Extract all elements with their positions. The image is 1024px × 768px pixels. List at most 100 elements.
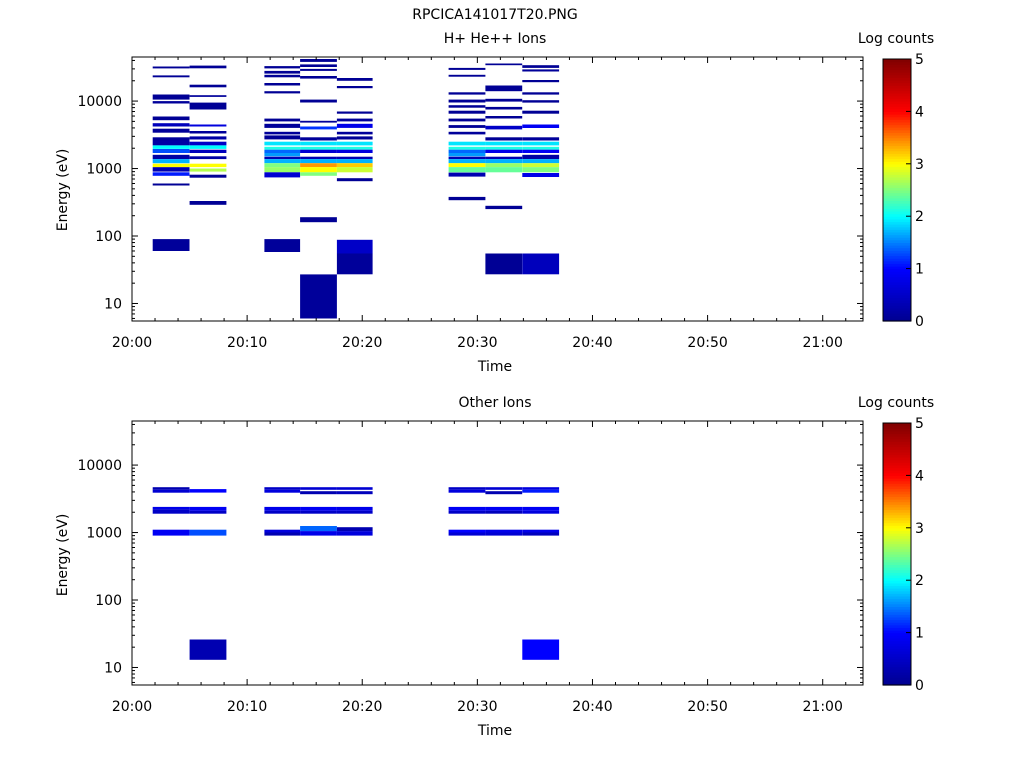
colorbar-segment xyxy=(883,569,911,573)
colorbar-segment xyxy=(883,286,911,291)
colorbar-segment xyxy=(883,643,911,647)
heatmap-cell xyxy=(264,529,301,533)
heatmap-cell xyxy=(485,137,523,141)
heatmap-cell xyxy=(448,105,486,108)
colorbar-segment xyxy=(883,184,911,188)
colorbar-segment xyxy=(883,493,911,497)
heatmap-cell xyxy=(448,172,486,177)
heatmap-cell xyxy=(485,532,523,536)
heatmap-cell xyxy=(448,74,486,77)
x-tick-label: 20:50 xyxy=(687,335,727,351)
heatmap-cell xyxy=(448,141,486,146)
heatmap-cell xyxy=(152,101,190,104)
x-tick-label: 20:20 xyxy=(342,335,382,351)
colorbar-segment xyxy=(883,292,911,296)
x-tick-label: 20:10 xyxy=(227,335,267,351)
colorbar-segment xyxy=(883,580,911,584)
colorbar-segment xyxy=(883,519,911,524)
colorbar-segment xyxy=(883,59,911,63)
heatmap-cell xyxy=(300,126,337,130)
heatmap-cell xyxy=(485,116,523,119)
x-tick-label: 20:00 xyxy=(112,699,152,715)
colorbar-segment xyxy=(883,163,911,168)
heatmap-cell xyxy=(152,75,190,78)
colorbar-segment xyxy=(883,635,911,639)
heatmap-cell xyxy=(152,140,190,146)
colorbar-segment xyxy=(883,438,911,442)
heatmap-cell xyxy=(522,506,560,511)
colorbar-segment xyxy=(883,216,911,220)
colorbar-segment xyxy=(883,87,911,92)
colorbar-segment xyxy=(883,475,911,479)
heatmap-cell xyxy=(448,489,486,493)
heatmap-cell xyxy=(485,159,523,164)
heatmap-cell xyxy=(152,183,190,186)
panel-h-he-ions: H+ He++ Ions Log counts 20:00 20:10 20:20 2… xyxy=(55,31,934,375)
colorbar-segment xyxy=(883,176,911,181)
heatmap-cell xyxy=(264,70,301,74)
heatmap-cell xyxy=(264,141,301,146)
heatmap-cell xyxy=(448,110,486,114)
heatmap-cell xyxy=(264,172,301,178)
colorbar-tick-label: 3 xyxy=(915,521,924,537)
colorbar-segment xyxy=(883,281,911,285)
colorbar-segment xyxy=(883,611,911,615)
heatmap-cell xyxy=(189,506,227,511)
heatmap-cell xyxy=(522,159,560,164)
colorbar-segment xyxy=(883,166,911,170)
colorbar-segment xyxy=(883,423,911,427)
heatmap-cell xyxy=(300,172,337,176)
heatmap-cell xyxy=(485,146,523,150)
y-tick-label: 10000 xyxy=(77,458,122,474)
colorbar-segment xyxy=(883,554,911,558)
colorbar-segment xyxy=(883,276,911,280)
heatmap-cell xyxy=(522,80,560,83)
colorbar-segment xyxy=(883,572,911,576)
colorbar-segment xyxy=(883,595,911,600)
heatmap-cell xyxy=(522,69,560,72)
heatmap-cell xyxy=(448,529,486,533)
colorbar-segment xyxy=(883,535,911,539)
heatmap-cell xyxy=(336,86,373,89)
colorbar-segment xyxy=(883,661,911,665)
colorbar-segment xyxy=(883,137,911,141)
y-tick-label: 10000 xyxy=(77,94,122,110)
colorbar-segment xyxy=(883,318,911,322)
heatmap-cell xyxy=(189,156,227,160)
colorbar-segment xyxy=(883,671,911,676)
colorbar-segment xyxy=(883,234,911,238)
colorbar-segment xyxy=(883,263,911,267)
heatmap-cell xyxy=(189,149,227,153)
colorbar-segment xyxy=(883,297,911,301)
colorbar-segment xyxy=(883,467,911,471)
heatmap-cell xyxy=(336,111,373,114)
colorbar-segment xyxy=(883,153,911,157)
heatmap-cell xyxy=(152,123,190,127)
axis-ticks: 20:00 20:10 20:20 20:30 20:40 20:50 21:00 10 100… xyxy=(77,57,863,351)
heatmap-cell xyxy=(152,66,190,69)
colorbar-segment xyxy=(883,158,911,162)
colorbar-segment xyxy=(883,82,911,86)
colorbar-tick-label: 4 xyxy=(915,104,924,120)
colorbar-segment xyxy=(883,504,911,508)
heatmap-cell xyxy=(485,510,523,514)
heatmap-cell xyxy=(264,135,301,140)
colorbar-segment xyxy=(883,155,911,160)
colorbar-segment xyxy=(883,483,911,487)
heatmap-cell xyxy=(189,102,227,110)
colorbar-segment xyxy=(883,213,911,217)
heatmap-cell xyxy=(336,178,373,182)
colorbar-segment xyxy=(883,472,911,476)
colorbar-segment xyxy=(883,637,911,642)
colorbar-segment xyxy=(883,116,911,120)
colorbar-segment xyxy=(883,197,911,202)
colorbar-segment xyxy=(883,132,911,136)
heatmap-cell xyxy=(264,489,301,493)
heatmap-cell xyxy=(264,74,301,78)
heatmap-cell xyxy=(152,163,190,168)
colorbar-segment xyxy=(883,93,911,97)
colorbar-segment xyxy=(883,501,911,505)
heatmap-cell xyxy=(264,123,301,128)
colorbar-segment xyxy=(883,95,911,99)
colorbar-segment xyxy=(883,279,911,283)
